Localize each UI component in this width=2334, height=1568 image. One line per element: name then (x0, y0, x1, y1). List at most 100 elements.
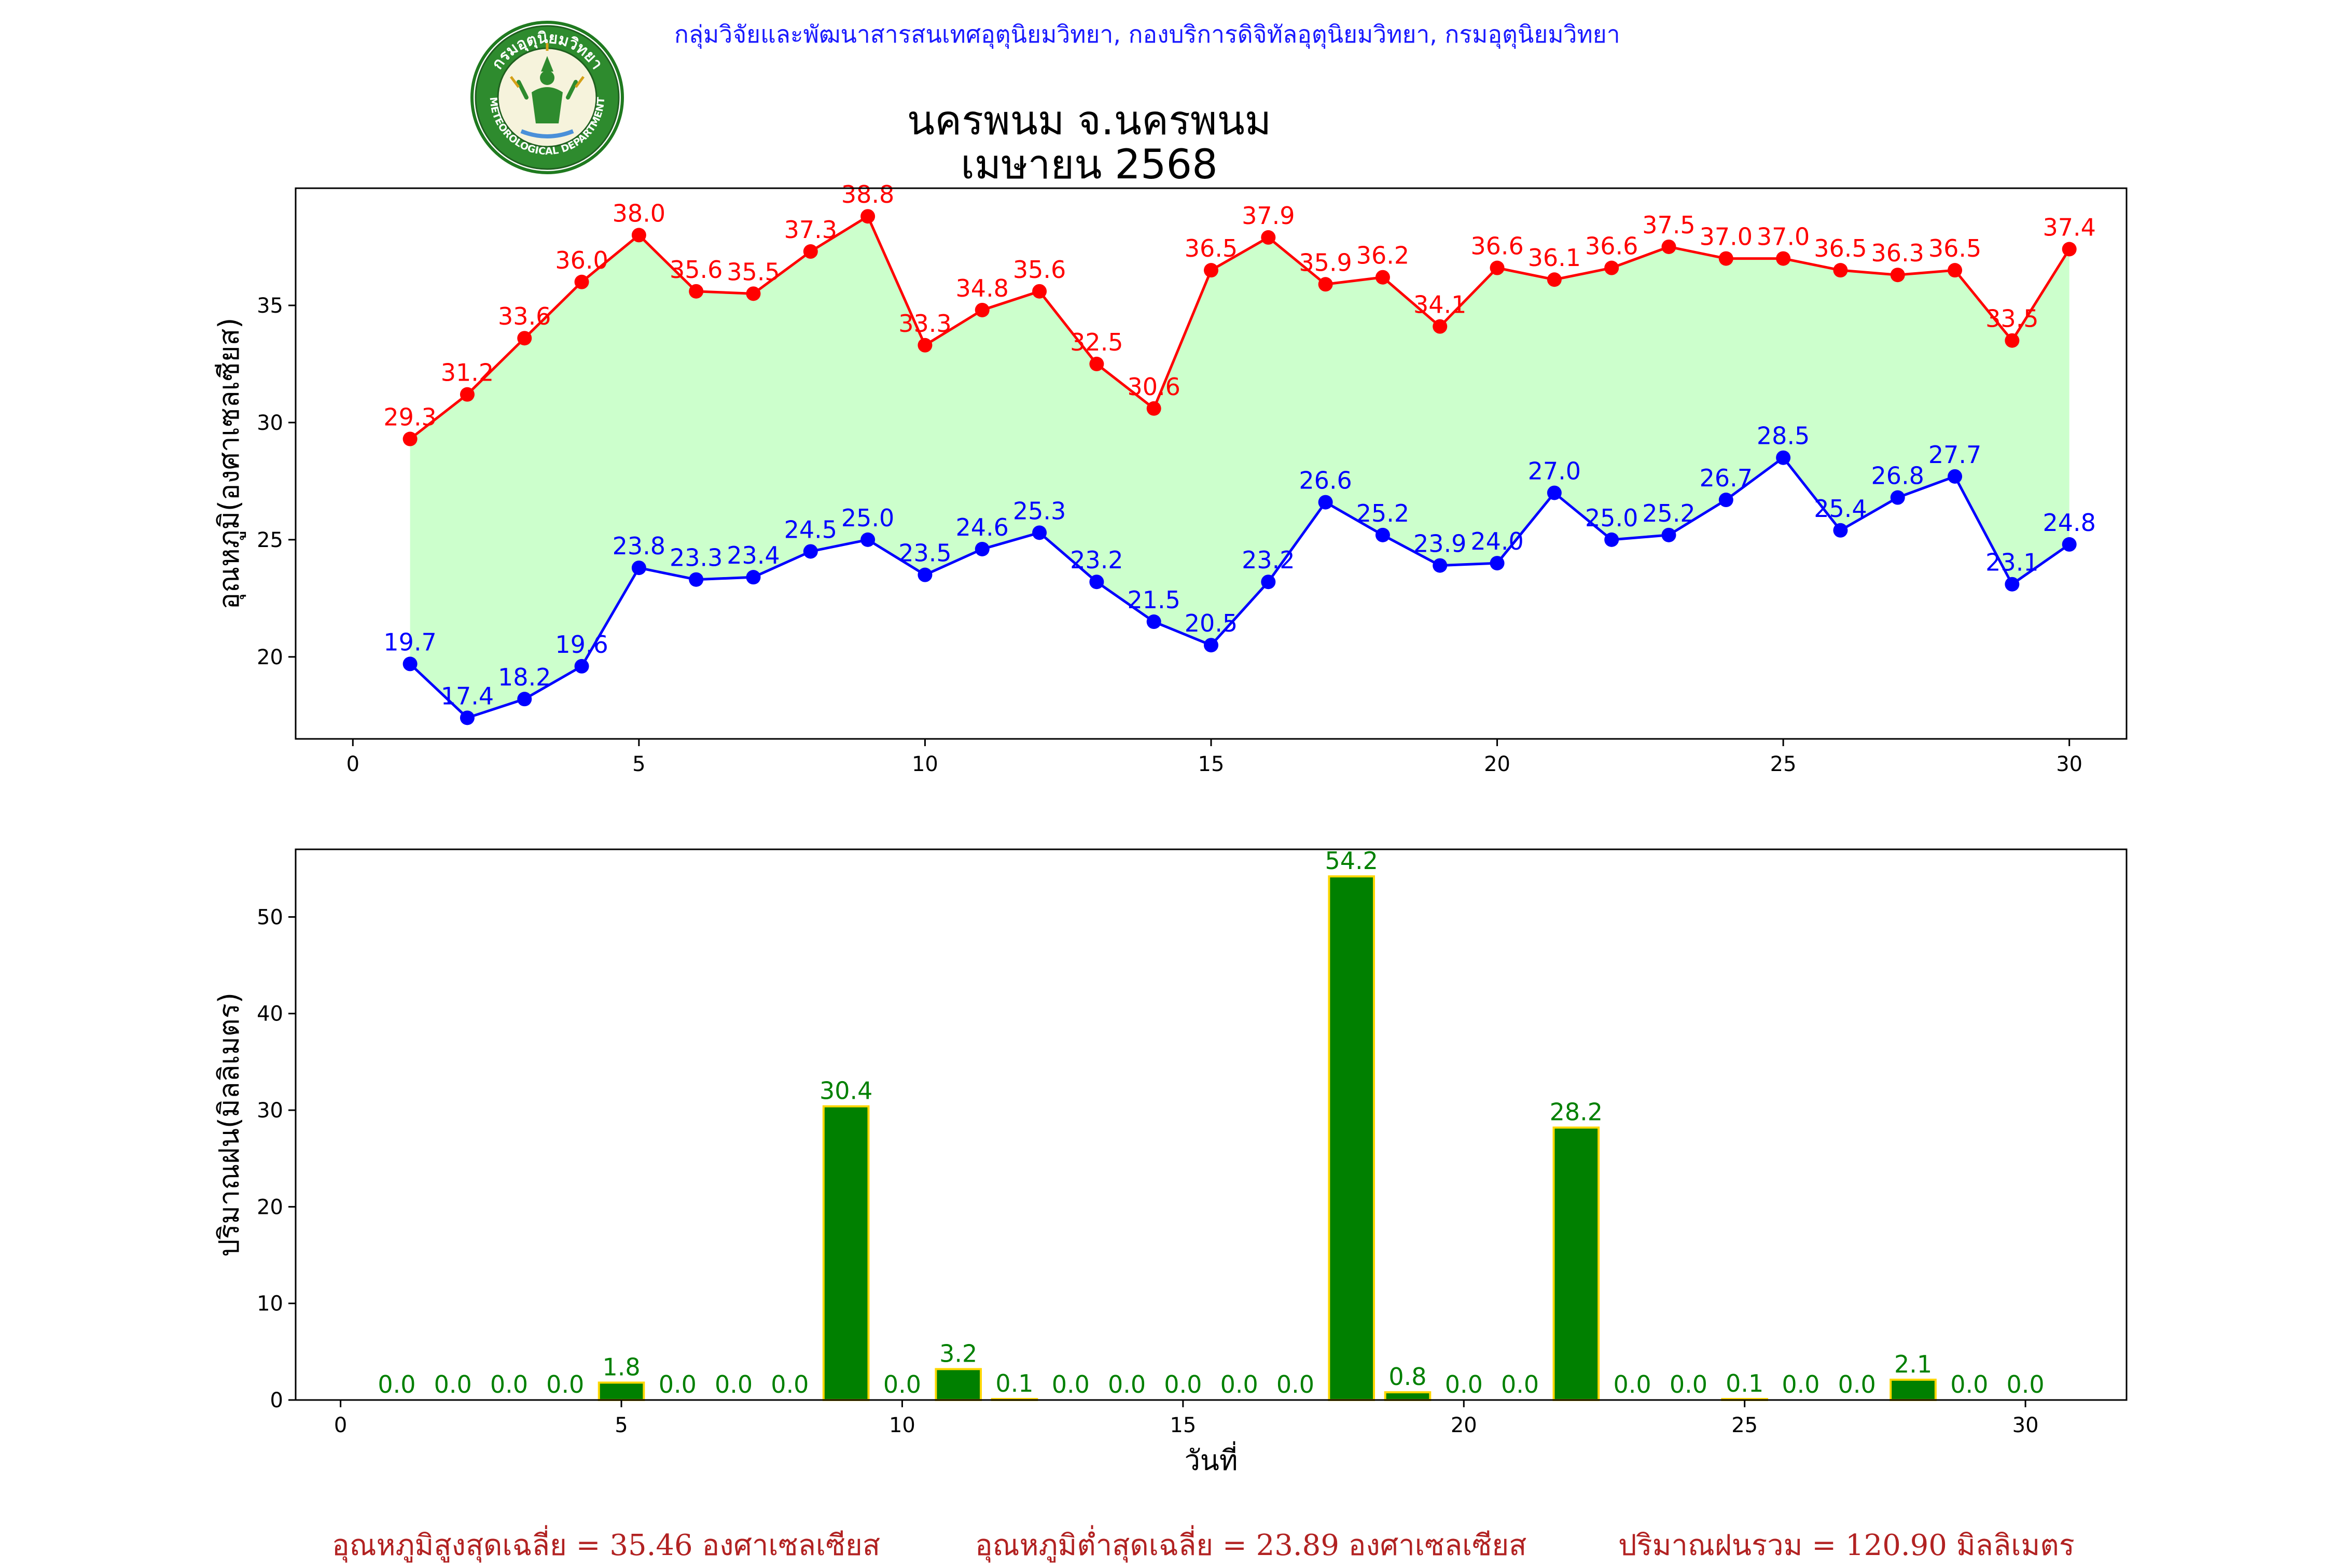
temperature-x-tick-label: 30 (2056, 752, 2082, 776)
min-temp-data-label: 23.5 (898, 539, 951, 567)
max-temp-line (409, 214, 2071, 440)
rainfall-data-label: 0.0 (1950, 1370, 1988, 1398)
rainfall-bar (1384, 1391, 1432, 1401)
min-temp-point (1547, 485, 1562, 500)
min-temp-point (2062, 537, 2077, 552)
max-temp-point (860, 209, 876, 224)
min-temp-data-label: 17.4 (441, 682, 494, 710)
max-temp-data-label: 36.5 (1814, 234, 1867, 262)
min-temp-point (1833, 523, 1848, 538)
min-temp-point (1490, 556, 1505, 571)
rainfall-x-tick-label: 0 (334, 1413, 347, 1437)
max-temp-data-label: 36.6 (1585, 232, 1638, 260)
temperature-x-tick-label: 5 (632, 752, 645, 776)
max-temp-data-label: 37.0 (1700, 223, 1753, 251)
max-temp-point (1604, 260, 1619, 275)
min-temp-data-label: 25.2 (1356, 499, 1409, 527)
max-temp-point (918, 338, 933, 353)
max-temp-data-label: 36.2 (1356, 242, 1409, 270)
rainfall-data-label: 0.0 (1445, 1370, 1483, 1398)
min-temp-data-label: 24.5 (784, 515, 837, 543)
temperature-y-tick-label: 25 (257, 528, 283, 552)
max-temp-point (689, 284, 704, 299)
max-temp-point (1089, 356, 1104, 371)
rainfall-y-tick-label: 30 (257, 1099, 283, 1123)
max-temp-point (1433, 319, 1448, 334)
rainfall-bar (1552, 1126, 1600, 1401)
max-temp-point (1261, 230, 1276, 245)
rainfall-data-label: 0.8 (1388, 1363, 1426, 1391)
min-temp-data-label: 24.0 (1470, 527, 1523, 555)
rainfall-x-tick-label: 25 (1731, 1413, 1758, 1437)
min-temp-data-label: 19.6 (555, 631, 608, 659)
rainfall-data-label: 0.0 (883, 1370, 921, 1398)
rainfall-bar (935, 1368, 982, 1401)
max-temp-data-label: 37.4 (2043, 213, 2095, 241)
min-temp-point (574, 659, 589, 674)
min-temp-data-label: 23.1 (1985, 549, 2038, 577)
rainfall-data-label: 0.0 (378, 1370, 415, 1398)
min-temp-data-label: 25.3 (1013, 497, 1066, 525)
max-temp-data-label: 38.8 (841, 180, 894, 208)
max-temp-data-label: 33.6 (498, 302, 551, 330)
min-temp-point (803, 544, 818, 559)
min-temp-point (1890, 490, 1905, 505)
rainfall-data-label: 0.0 (1220, 1370, 1258, 1398)
max-temp-point (1776, 251, 1791, 266)
max-temp-data-label: 37.9 (1242, 202, 1295, 230)
rainfall-data-label: 54.2 (1325, 847, 1378, 875)
rainfall-x-tick-label: 30 (2012, 1413, 2039, 1437)
min-temp-point (1433, 558, 1448, 573)
max-temp-data-label: 34.1 (1413, 291, 1466, 319)
max-temp-data-label: 32.5 (1070, 328, 1123, 356)
temperature-x-tick-label: 20 (1484, 752, 1510, 776)
rainfall-data-label: 0.0 (1164, 1370, 1202, 1398)
min-temp-point (860, 532, 876, 547)
min-temp-data-label: 23.3 (670, 544, 723, 572)
max-temp-data-label: 30.6 (1127, 373, 1180, 401)
rainfall-data-label: 0.1 (1726, 1369, 1763, 1397)
rainfall-data-label: 0.0 (1614, 1370, 1651, 1398)
min-temp-point (517, 692, 532, 707)
min-temp-data-label: 26.8 (1871, 462, 1924, 490)
min-temp-point (1318, 495, 1333, 510)
rainfall-chart: 0.0 0.0 0.0 0.0 1.8 0.0 0.0 0.0 30.4 0.0 3.2 0.1 0.0… (213, 847, 2128, 1477)
max-temp-point (803, 244, 818, 259)
min-temp-data-label: 23.4 (727, 541, 780, 569)
min-temp-point (1661, 527, 1676, 542)
max-temp-point (517, 331, 532, 346)
rainfall-data-label: 0.0 (659, 1370, 697, 1398)
temperature-x-tick-label: 15 (1198, 752, 1225, 776)
min-temp-point (460, 710, 475, 725)
max-temp-data-label: 36.5 (1185, 234, 1238, 262)
min-temp-data-label: 19.7 (383, 628, 436, 656)
rainfall-x-tick-label: 15 (1170, 1413, 1196, 1437)
avg-max-temp-summary: อุณหภูมิสูงสุดเฉลี่ย = 35.46 องศาเซลเซีย… (332, 1529, 881, 1562)
max-temp-point (1890, 268, 1905, 283)
min-temp-data-label: 23.2 (1242, 546, 1295, 574)
rainfall-x-tick-label: 20 (1451, 1413, 1477, 1437)
min-temp-data-label: 23.9 (1413, 530, 1466, 558)
max-temp-point (1204, 263, 1218, 278)
rainfall-y-axis-label: ปริมาณฝน(มิลลิเมตร) (213, 992, 245, 1257)
max-temp-data-label: 35.6 (1013, 256, 1066, 284)
max-temp-point (1318, 277, 1333, 292)
rainfall-data-label: 0.0 (434, 1370, 472, 1398)
max-temp-data-label: 35.9 (1299, 248, 1352, 276)
max-temp-data-label: 38.0 (613, 199, 665, 227)
min-temp-data-label: 20.5 (1185, 609, 1238, 637)
min-temp-data-label: 25.4 (1814, 495, 1867, 523)
rainfall-data-label: 0.0 (771, 1370, 809, 1398)
min-temp-point (1604, 532, 1619, 547)
rainfall-data-label: 0.0 (1276, 1370, 1314, 1398)
max-temp-data-label: 36.6 (1470, 232, 1523, 260)
temperature-chart: 29.331.233.636.038.035.6 35.537.338.833.3… (213, 180, 2128, 776)
rainfall-x-axis-label: วันที่ (1185, 1441, 1238, 1477)
min-temp-point (2005, 577, 2020, 592)
min-temp-data-label: 18.2 (498, 663, 551, 691)
rainfall-data-label: 0.0 (1782, 1370, 1819, 1398)
rainfall-data-label: 0.0 (1670, 1370, 1707, 1398)
max-temp-data-label: 33.5 (1985, 305, 2038, 333)
max-temp-data-label: 36.1 (1528, 244, 1581, 272)
